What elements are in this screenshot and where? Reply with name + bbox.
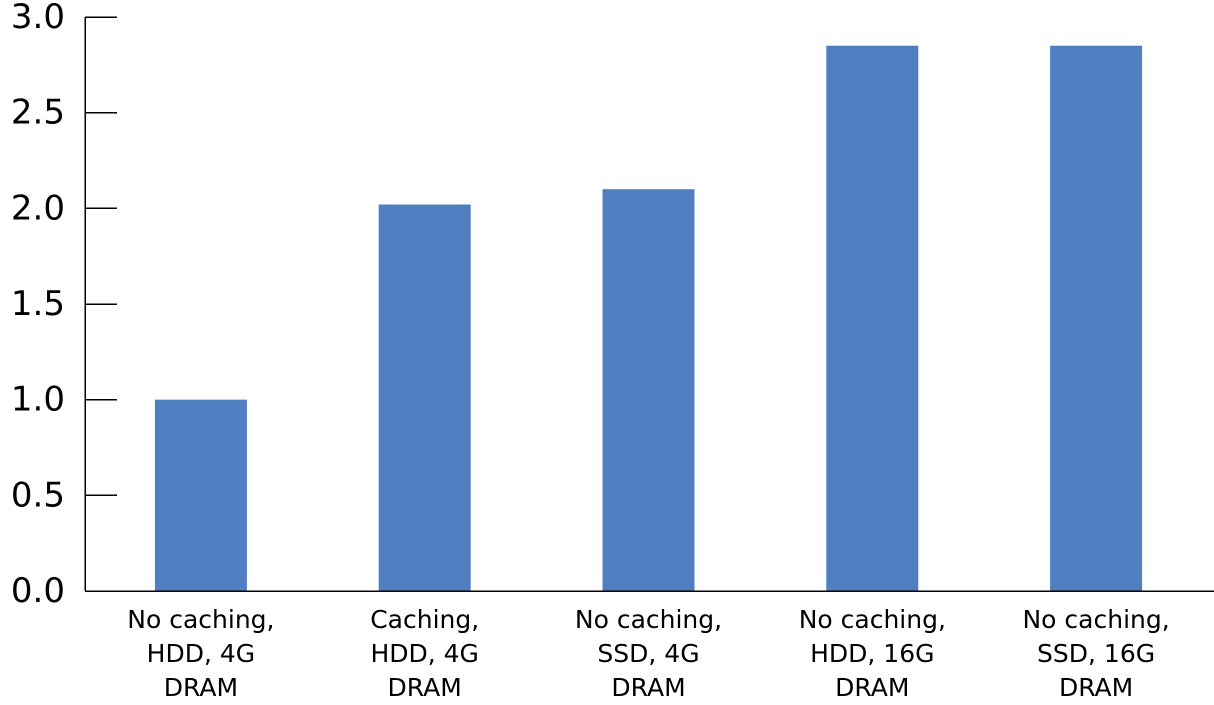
x-category-label-line: DRAM: [1059, 673, 1133, 702]
y-tick-label: 0.5: [11, 475, 65, 515]
bars: [154, 45, 1143, 592]
x-category-label: No caching, HDD, 4G DRAM: [127, 605, 274, 702]
y-axis: 0.0 0.5 1.0 1.5 2.0 2.5 3.0: [11, 0, 117, 611]
axes: [84, 17, 1214, 592]
y-tick-label: 1.5: [11, 284, 65, 324]
y-tick-label: 2.0: [11, 188, 65, 228]
bar: [378, 204, 471, 592]
x-category-label: No caching, HDD, 16G DRAM: [799, 605, 946, 702]
x-category-label-line: No caching,: [575, 605, 722, 634]
x-category-label-line: No caching,: [799, 605, 946, 634]
x-category-label-line: DRAM: [611, 673, 685, 702]
x-category-label-line: HDD, 16G: [810, 639, 934, 668]
y-tick-label: 2.5: [11, 93, 65, 133]
bar: [826, 45, 919, 591]
y-tick-label: 1.0: [11, 380, 65, 420]
bar: [1050, 45, 1143, 591]
bar: [602, 189, 695, 591]
x-category-label-line: No caching,: [1022, 605, 1169, 634]
x-category-label-line: Caching,: [370, 605, 479, 634]
y-tick-label: 0.0: [11, 571, 65, 611]
y-tick-label: 3.0: [11, 0, 65, 37]
x-category-label: No caching, SSD, 4G DRAM: [575, 605, 722, 702]
x-category-label-line: DRAM: [388, 673, 462, 702]
x-category-label-line: HDD, 4G: [147, 639, 255, 668]
x-category-label-line: SSD, 4G: [597, 639, 699, 668]
x-category-label: Caching, HDD, 4G DRAM: [370, 605, 479, 702]
x-category-label: No caching, SSD, 16G DRAM: [1022, 605, 1169, 702]
bar: [154, 399, 247, 591]
x-axis: No caching, HDD, 4G DRAM Caching, HDD, 4G DRA…: [127, 605, 1169, 702]
x-category-label-line: HDD, 4G: [370, 639, 478, 668]
x-category-label-line: DRAM: [835, 673, 909, 702]
x-category-label-line: DRAM: [164, 673, 238, 702]
x-category-label-line: SSD, 16G: [1037, 639, 1155, 668]
x-category-label-line: No caching,: [127, 605, 274, 634]
